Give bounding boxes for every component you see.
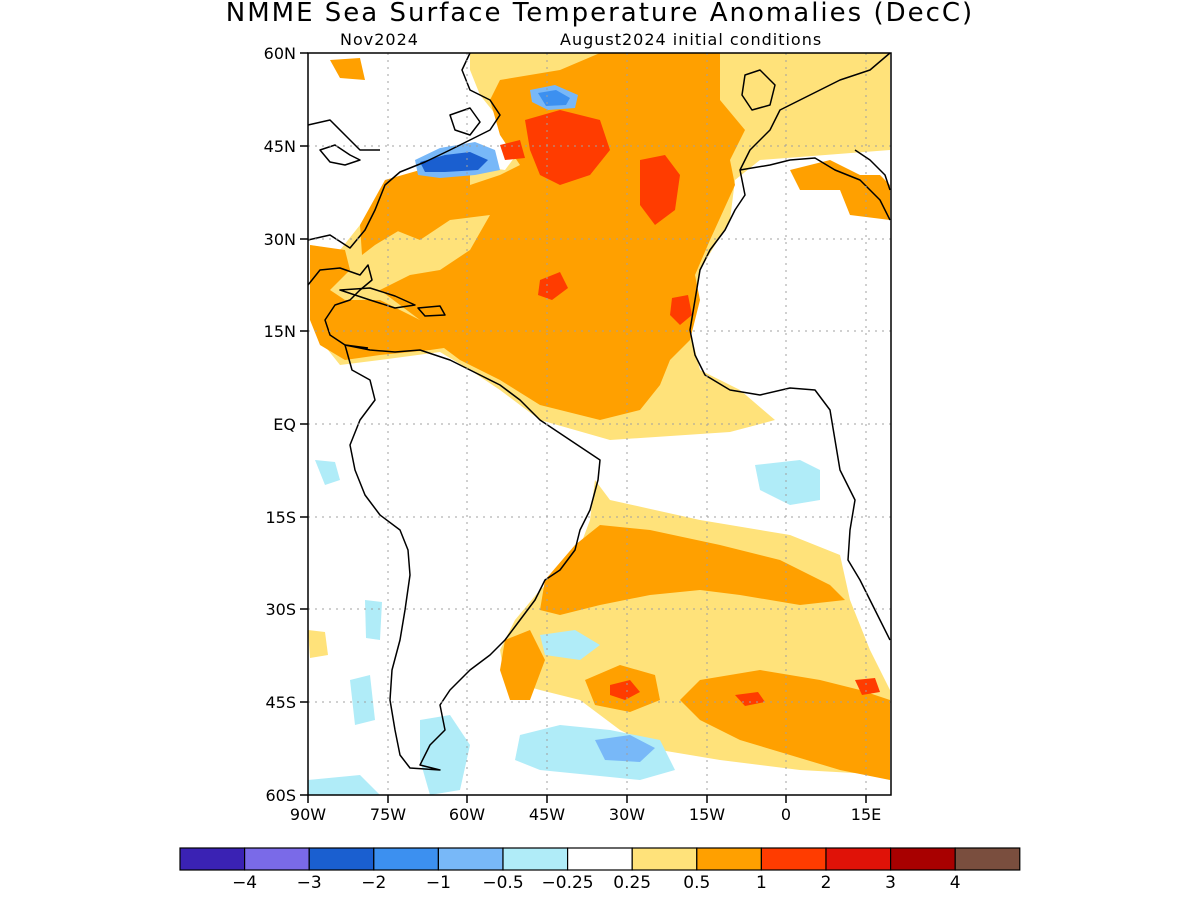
caribbean-warm-region xyxy=(310,245,465,360)
argentine-basin-warm-region xyxy=(500,630,545,700)
lon-label: 75W xyxy=(370,805,406,824)
forecast-month-label: Nov2024 xyxy=(340,30,419,49)
patagonia-shelf-cool-region xyxy=(420,715,470,795)
colorbar-label: −2 xyxy=(361,873,386,893)
colorbar-label: 1 xyxy=(756,873,767,893)
lon-label: 45W xyxy=(529,805,565,824)
mediterranean-warm-region xyxy=(790,160,890,220)
colorbar-swatch xyxy=(631,847,698,871)
nova-scotia-strong-cold-anomaly xyxy=(420,152,488,172)
colorbar-swatch xyxy=(889,847,956,871)
lat-label: 15S xyxy=(265,508,296,527)
colorbar-label: −3 xyxy=(297,873,322,893)
north-atlantic-hotspot-1 xyxy=(525,110,610,185)
british-isles-coastline xyxy=(741,69,776,111)
hudson-bay-coastline xyxy=(307,119,380,151)
great-lakes-coastline xyxy=(319,144,361,166)
graticule xyxy=(308,53,891,795)
colorbar-label: 4 xyxy=(950,873,961,893)
colorbar-label: 0.5 xyxy=(683,873,710,893)
north-atlantic-hotspot-3 xyxy=(538,272,568,300)
lat-label: 30S xyxy=(265,600,296,619)
colorbar-swatch xyxy=(437,847,504,871)
colorbar-swatch xyxy=(825,847,892,871)
hudson-bay-warm-region xyxy=(330,58,365,80)
lat-label: 30N xyxy=(264,230,296,249)
map-title: NMME Sea Surface Temperature Anomalies (… xyxy=(225,0,975,28)
colorbar-label: 0.25 xyxy=(613,873,651,893)
colorbar: −4 −3 −2 −1 −0.5 −0.25 0.25 0.5 1 2 3 4 xyxy=(179,847,1021,893)
europe-africa-coastline xyxy=(689,52,891,641)
colorbar-swatch xyxy=(179,847,246,871)
longitude-labels: 90W 75W 60W 45W 30W 15W 0 15E xyxy=(290,805,881,824)
south-atlantic-hotspot-3 xyxy=(855,678,880,695)
lat-label: 60N xyxy=(264,44,296,63)
initial-conditions-label: August2024 initial conditions xyxy=(560,30,823,49)
lat-label: 60S xyxy=(265,786,296,805)
south-america-coastline xyxy=(344,344,601,771)
lon-label: 60W xyxy=(449,805,485,824)
lon-label: 0 xyxy=(781,805,791,824)
north-atlantic-hotspot-4 xyxy=(670,295,692,325)
colorbar-label: 2 xyxy=(821,873,832,893)
pacific-coast-cool-region xyxy=(308,775,380,795)
labrador-strong-cold-anomaly xyxy=(538,90,570,106)
colorbar-swatch xyxy=(373,847,439,871)
lat-label: 45N xyxy=(264,137,296,156)
us-east-coast-warm-strip xyxy=(360,168,470,255)
colorbar-swatch xyxy=(760,847,827,871)
colorbar-label: −0.25 xyxy=(542,873,594,893)
benguela-cool-region xyxy=(755,460,820,505)
latitude-labels: 60N 45N 30N 15N EQ 15S 30S 45S 60S xyxy=(264,44,296,805)
axis-tick-marks xyxy=(300,52,867,803)
southeast-pacific-cool-streak-1 xyxy=(315,460,340,485)
gulf-of-mexico-coastline xyxy=(307,264,373,349)
colorbar-label: −4 xyxy=(232,873,257,893)
lon-label: 90W xyxy=(290,805,326,824)
south-atlantic-warm-band xyxy=(540,525,845,615)
north-atlantic-hotspot-5 xyxy=(500,140,525,160)
colorbar-swatch xyxy=(566,847,633,871)
iberia-italy-coastline xyxy=(854,149,891,191)
colorbar-swatch xyxy=(244,847,310,871)
north-atlantic-hotspot-2 xyxy=(640,155,680,225)
colorbar-swatch xyxy=(502,847,569,871)
hispaniola-coastline xyxy=(417,305,446,317)
south-atlantic-hotspot-1 xyxy=(610,680,640,700)
colorbar-label: 3 xyxy=(885,873,896,893)
lat-label: EQ xyxy=(273,415,296,434)
lat-label: 45S xyxy=(265,693,296,712)
southeast-pacific-cool-streak-2 xyxy=(365,600,382,640)
lon-label: 30W xyxy=(609,805,645,824)
southeast-pacific-cool-streak-3 xyxy=(350,675,375,725)
cuba-coastline xyxy=(339,287,416,309)
sst-anomaly-field xyxy=(308,53,891,795)
colorbar-swatch xyxy=(696,847,762,871)
colorbar-label: −1 xyxy=(426,873,451,893)
north-atlantic-warm-region xyxy=(380,53,745,420)
mid-south-atlantic-cool-region xyxy=(540,630,600,660)
mediterranean-coastline xyxy=(739,157,891,221)
southeast-pacific-warm-speck xyxy=(308,630,328,658)
south-atlantic-warm-southern-band xyxy=(680,670,890,780)
colorbar-label: −0.5 xyxy=(482,873,523,893)
colorbar-swatch xyxy=(308,847,375,871)
south-atlantic-cold-region-1 xyxy=(595,735,655,762)
lat-label: 15N xyxy=(264,322,296,341)
colorbar-swatch xyxy=(954,847,1021,871)
lon-label: 15W xyxy=(689,805,725,824)
lon-label: 15E xyxy=(851,805,881,824)
